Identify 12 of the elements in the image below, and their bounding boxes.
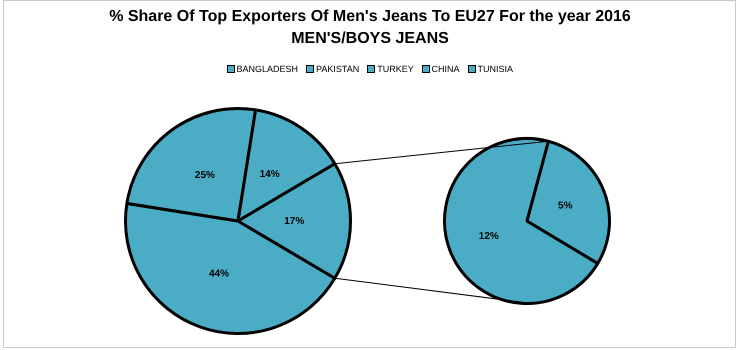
legend-label: BANGLADESH <box>236 64 298 74</box>
legend-label: TURKEY <box>376 64 414 74</box>
data-label: 44% <box>208 268 230 280</box>
data-label: 25% <box>194 170 216 182</box>
data-label: 17% <box>284 216 304 227</box>
data-label: 5% <box>558 200 573 212</box>
legend-label: PAKISTAN <box>315 64 360 74</box>
legend-label: TUNISIA <box>476 64 514 74</box>
chart-title: % Share Of Top Exporters Of Men's Jeans To EU27 For the year 2016 MEN'S/BOYS JEANS <box>108 7 632 49</box>
legend-label: CHINA <box>430 64 460 74</box>
data-label: 12% <box>478 231 499 242</box>
data-label: 14% <box>260 169 280 180</box>
